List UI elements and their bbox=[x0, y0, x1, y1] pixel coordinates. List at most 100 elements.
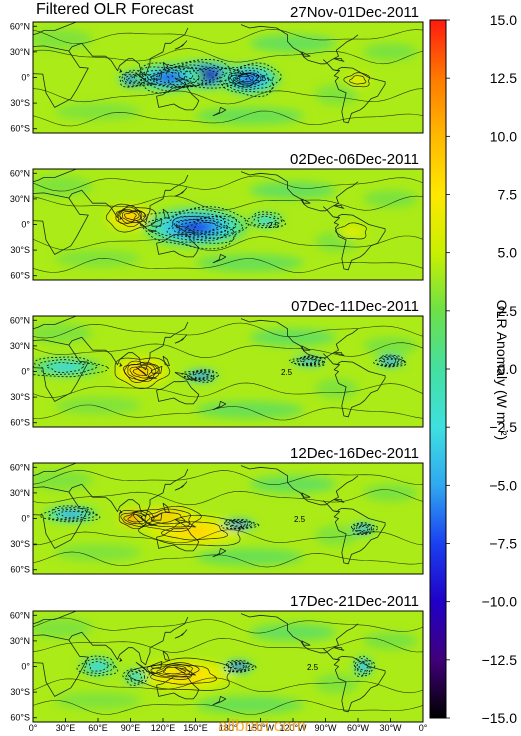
positive-contour bbox=[132, 366, 149, 376]
coastline bbox=[212, 401, 227, 411]
anomaly-background-blob bbox=[54, 544, 142, 562]
coastline bbox=[323, 648, 386, 713]
coastline bbox=[333, 352, 345, 356]
latitude-tick-label: 30°N bbox=[10, 488, 30, 498]
negative-contour bbox=[176, 218, 219, 235]
negative-contour bbox=[296, 357, 324, 365]
negative-contour bbox=[128, 75, 143, 83]
colorbar-gradient bbox=[429, 19, 447, 719]
zonal-contour bbox=[33, 195, 423, 211]
anomaly-background-blob bbox=[363, 337, 418, 355]
coastline bbox=[150, 366, 163, 374]
colorbar-tick-label: −12.5 bbox=[482, 652, 518, 668]
colorbar-tick-label: −7.5 bbox=[489, 536, 517, 552]
colorbar-tick-label: 10.0 bbox=[490, 128, 517, 144]
positive-contour bbox=[127, 363, 157, 382]
anomaly-blob bbox=[349, 229, 356, 233]
coastline bbox=[174, 667, 196, 676]
negative-contour bbox=[256, 215, 277, 225]
coastline bbox=[162, 650, 170, 661]
negative-contour bbox=[194, 373, 209, 379]
negative-contour bbox=[154, 212, 234, 241]
negative-contour bbox=[292, 356, 326, 366]
coastlines bbox=[33, 169, 386, 271]
negative-contour bbox=[223, 659, 257, 673]
positive-contour bbox=[150, 664, 218, 685]
positive-contour bbox=[236, 75, 252, 83]
anomaly-background-blob bbox=[195, 548, 304, 566]
map-field: 2.5 bbox=[33, 169, 423, 280]
negative-contour bbox=[58, 510, 84, 519]
coastline bbox=[156, 233, 200, 258]
map-panel-3: 2.5 60°N 30°N 0° 30°S 60°S 07Dec-11Dec-2011 bbox=[10, 298, 424, 428]
figure-title: Filtered OLR Forecast bbox=[36, 1, 194, 18]
anomaly-background-blob bbox=[314, 673, 359, 694]
negative-contour bbox=[351, 523, 376, 535]
coastline bbox=[150, 661, 163, 669]
negative-contour bbox=[33, 356, 109, 378]
zonal-contour bbox=[33, 529, 423, 546]
latitude-tick-label: 60°N bbox=[10, 315, 30, 325]
anomaly-blob bbox=[235, 665, 242, 668]
negative-contour bbox=[299, 358, 321, 365]
anomaly-blob bbox=[387, 360, 394, 363]
colorbar-tick-label: 15.0 bbox=[490, 12, 517, 28]
negative-contour bbox=[380, 356, 403, 366]
colorbar-tick-label: 7.5 bbox=[498, 187, 518, 203]
zonal-contour bbox=[33, 382, 423, 399]
coastline bbox=[150, 219, 163, 227]
contour-value-label: 2.5 bbox=[255, 74, 267, 83]
panel-date-label: 12Dec-16Dec-2011 bbox=[290, 445, 419, 462]
negative-contour bbox=[125, 74, 146, 85]
colorbar-tick-label: 5.0 bbox=[498, 245, 518, 261]
positive-contour bbox=[349, 75, 367, 85]
coastline bbox=[68, 616, 189, 666]
coastline bbox=[33, 486, 89, 549]
anomaly-background-blob bbox=[314, 84, 359, 105]
coastline bbox=[240, 171, 359, 212]
anomaly-background-blob bbox=[363, 632, 418, 650]
coastline bbox=[174, 40, 188, 50]
coastline bbox=[119, 657, 123, 662]
zonal-contour bbox=[33, 677, 423, 694]
latitude-tick-label: 60°N bbox=[10, 21, 30, 31]
latitude-tick-label: 30°N bbox=[10, 341, 30, 351]
map-panel-4: 2.5 60°N 30°N 0° 30°S 60°S 12Dec-16Dec-2011 bbox=[10, 445, 424, 575]
negative-contour bbox=[172, 215, 244, 242]
zonal-contour bbox=[33, 637, 423, 653]
coastline bbox=[119, 362, 123, 367]
positive-contour bbox=[127, 514, 144, 523]
contour-lines: 2.5 bbox=[33, 617, 423, 715]
anomaly-background-blob bbox=[54, 103, 142, 121]
negative-contour bbox=[354, 658, 373, 676]
coastline bbox=[135, 661, 148, 672]
anomaly-background-blob bbox=[249, 623, 337, 641]
coastline bbox=[119, 509, 123, 514]
negative-contour bbox=[377, 355, 406, 367]
negative-contour bbox=[76, 655, 119, 677]
positive-contour bbox=[124, 212, 137, 220]
zonal-contour bbox=[33, 235, 423, 251]
negative-contour bbox=[350, 522, 379, 536]
anomaly-background-blob bbox=[314, 525, 359, 546]
panel-date-label: 07Dec-11Dec-2011 bbox=[291, 298, 419, 315]
negative-contour bbox=[220, 518, 260, 530]
longitude-tick-label: 120°W bbox=[279, 723, 307, 733]
map-field: 2.5 bbox=[33, 611, 423, 722]
longitude-tick-label: 60°E bbox=[88, 723, 108, 733]
coastline bbox=[33, 316, 77, 335]
anomaly-background-blob bbox=[363, 484, 418, 502]
latitude-tick-label: 0° bbox=[21, 73, 30, 83]
colorbar-label: OLR Anomaly (W m⁻²) bbox=[494, 300, 510, 440]
colorbar-tick-label: −15.0 bbox=[482, 710, 518, 726]
coastline bbox=[333, 58, 345, 62]
coastline bbox=[301, 51, 311, 57]
negative-contour bbox=[181, 369, 220, 383]
positive-contour bbox=[133, 505, 202, 532]
latitude-tick-label: 30°S bbox=[10, 392, 30, 402]
latitude-tick-label: 30°N bbox=[10, 194, 30, 204]
anomaly-background-blob bbox=[33, 617, 93, 639]
positive-contour bbox=[114, 357, 171, 389]
coastline bbox=[150, 72, 163, 80]
negative-contour bbox=[356, 660, 370, 674]
